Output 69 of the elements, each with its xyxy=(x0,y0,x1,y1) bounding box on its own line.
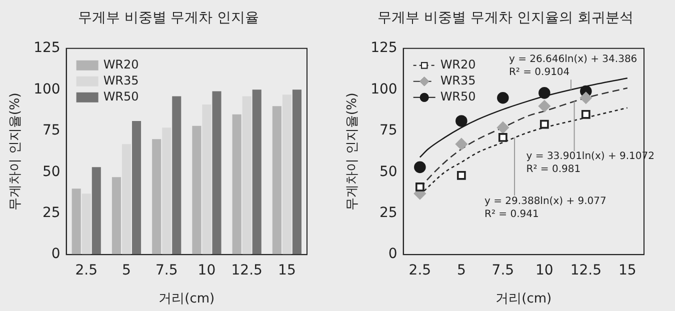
y-tick-label: 50 xyxy=(379,164,398,180)
bar xyxy=(232,114,242,255)
x-tick-label: 12.5 xyxy=(570,262,602,279)
x-tick-label: 7.5 xyxy=(155,262,178,279)
bar xyxy=(192,126,202,255)
legend-label: WR35 xyxy=(103,74,139,88)
y-axis-title: 무게차이 인지율(%) xyxy=(8,92,24,210)
annotation: y = 29.388ln(x) + 9.077 R² = 0.941 xyxy=(484,196,606,220)
y-tick-label: 0 xyxy=(388,246,398,262)
point xyxy=(581,110,590,119)
bar xyxy=(172,96,182,255)
x-tick-label: 12.5 xyxy=(231,262,262,279)
bar xyxy=(282,94,292,255)
bar xyxy=(92,167,101,255)
y-tick-label: 125 xyxy=(34,40,60,56)
point xyxy=(540,120,549,129)
bar xyxy=(292,90,302,255)
point xyxy=(538,87,550,99)
x-axis-title: 거리(cm) xyxy=(496,292,552,307)
bar xyxy=(82,194,91,255)
bar xyxy=(152,139,162,255)
point xyxy=(497,92,509,104)
legend-label: WR35 xyxy=(440,74,476,88)
legend-label: WR50 xyxy=(103,90,139,104)
y-tick-label: 25 xyxy=(42,205,60,221)
bar xyxy=(72,188,81,255)
y-tick-label: 50 xyxy=(42,164,60,180)
point xyxy=(456,170,466,180)
bar xyxy=(162,128,172,255)
bar xyxy=(242,96,252,255)
chart-title: 무게부 비중별 무게차 인지율의 회귀분석 xyxy=(376,9,634,28)
chart-title: 무게부 비중별 무게차 인지율 xyxy=(76,9,260,28)
bar xyxy=(272,106,282,255)
y-tick-label: 0 xyxy=(51,246,60,262)
point xyxy=(498,133,508,142)
bar xyxy=(132,120,142,255)
point xyxy=(414,161,426,174)
y-tick-label: 125 xyxy=(370,40,398,56)
x-tick-label: 10 xyxy=(535,262,554,279)
x-tick-label: 2.5 xyxy=(75,262,98,279)
bar xyxy=(122,144,132,255)
x-tick-label: 15 xyxy=(618,262,636,279)
x-tick-label: 15 xyxy=(278,262,296,279)
point xyxy=(580,92,592,104)
legend-label: WR50 xyxy=(440,90,476,104)
legend-label: WR20 xyxy=(103,58,139,72)
point xyxy=(538,100,550,112)
x-tick-label: 2.5 xyxy=(408,262,432,279)
y-tick-label: 25 xyxy=(379,205,398,221)
x-tick-label: 10 xyxy=(198,262,216,279)
bar xyxy=(252,90,262,255)
x-tick-label: 7.5 xyxy=(492,262,514,279)
point xyxy=(456,138,468,150)
y-tick-label: 100 xyxy=(34,81,60,98)
legend-label: WR20 xyxy=(440,58,476,72)
point xyxy=(497,122,509,134)
x-tick-label: 5 xyxy=(456,262,466,279)
x-axis-title: 거리(cm) xyxy=(158,292,215,307)
y-axis-title: 무게차이 인지율(%) xyxy=(345,92,360,210)
bar xyxy=(202,104,212,255)
annotation: y = 26.646ln(x) + 34.386 R² = 0.9104 xyxy=(508,54,638,78)
y-tick-label: 75 xyxy=(42,122,60,139)
x-tick-label: 5 xyxy=(122,262,131,279)
y-tick-label: 100 xyxy=(370,81,398,98)
point xyxy=(456,115,468,127)
bar xyxy=(212,91,222,255)
bar xyxy=(112,177,121,255)
y-tick-label: 75 xyxy=(379,122,398,139)
point xyxy=(415,182,424,192)
